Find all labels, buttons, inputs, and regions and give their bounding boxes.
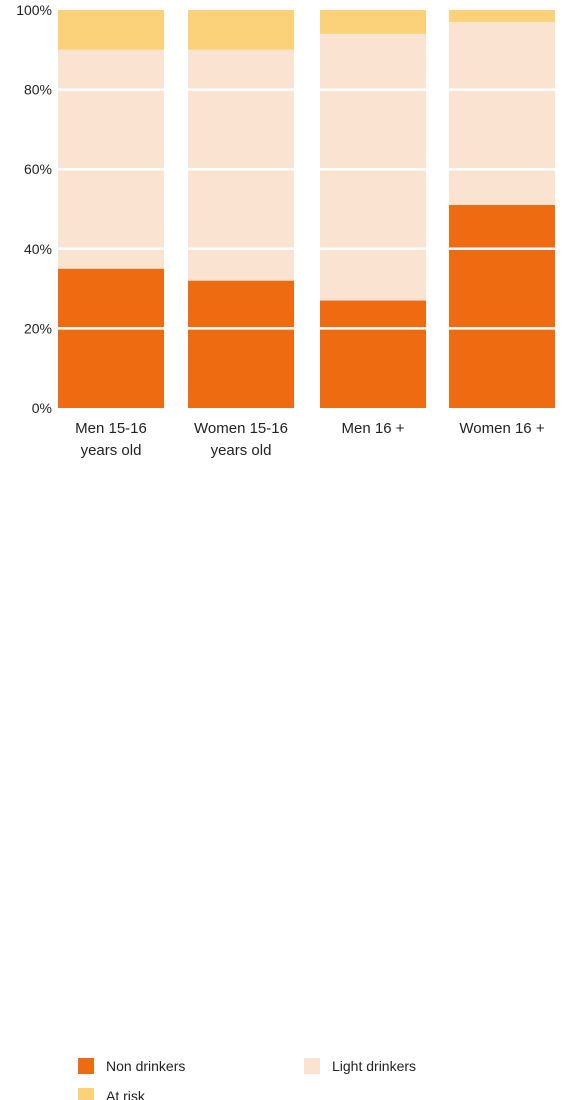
legend-label-at-risk: At risk [106, 1088, 145, 1100]
x-tick-label: Women 16 + [459, 420, 544, 437]
legend-swatch-at-risk [78, 1088, 94, 1100]
legend-item-non-drinkers: Non drinkers [78, 1058, 185, 1074]
x-tick-label: years old [211, 442, 272, 459]
x-axis: Men 15-16 years old Women 15-16 years old Me… [75, 420, 545, 459]
bar-non-drinkers-3 [449, 205, 555, 408]
y-tick-label: 20% [24, 320, 52, 336]
y-tick-label: 100% [16, 2, 52, 18]
bar-light-drinkers-0 [58, 49, 164, 269]
legend-item-light-drinkers: Light drinkers [304, 1058, 416, 1074]
bar-light-drinkers-1 [188, 49, 294, 281]
gridlines [50, 88, 562, 330]
bar-at-risk-2 [320, 10, 426, 34]
bars-group [58, 10, 555, 408]
stacked-bar-chart: 0% 20% 40% 60% 80% 100% Men 15-16 years old Wome… [16, 2, 562, 459]
y-tick-label: 60% [24, 161, 52, 177]
bar-at-risk-1 [188, 10, 294, 50]
x-tick-label: Women 15-16 [194, 420, 288, 437]
bar-at-risk-3 [449, 10, 555, 22]
y-tick-label: 0% [32, 400, 52, 416]
y-tick-label: 40% [24, 241, 52, 257]
legend-label-light-drinkers: Light drinkers [332, 1058, 417, 1074]
legend-swatch-non-drinkers [78, 1058, 94, 1074]
legend-label-non-drinkers: Non drinkers [106, 1058, 186, 1074]
bar-at-risk-0 [58, 10, 164, 50]
x-tick-label: years old [81, 442, 142, 459]
y-axis: 0% 20% 40% 60% 80% 100% [16, 2, 52, 416]
x-tick-label: Men 15-16 [75, 420, 147, 437]
bar-non-drinkers-0 [58, 268, 164, 408]
x-tick-label: Men 16 + [342, 420, 405, 437]
bar-light-drinkers-2 [320, 33, 426, 301]
legend-item-at-risk: At risk [78, 1088, 145, 1100]
bar-non-drinkers-1 [188, 280, 294, 408]
bar-non-drinkers-2 [320, 300, 426, 408]
y-tick-label: 80% [24, 82, 52, 98]
chart: 0% 20% 40% 60% 80% 100% Men 15-16 years old Wome… [16, 2, 562, 1100]
legend-swatch-light-drinkers [304, 1058, 320, 1074]
bar-light-drinkers-3 [449, 21, 555, 206]
